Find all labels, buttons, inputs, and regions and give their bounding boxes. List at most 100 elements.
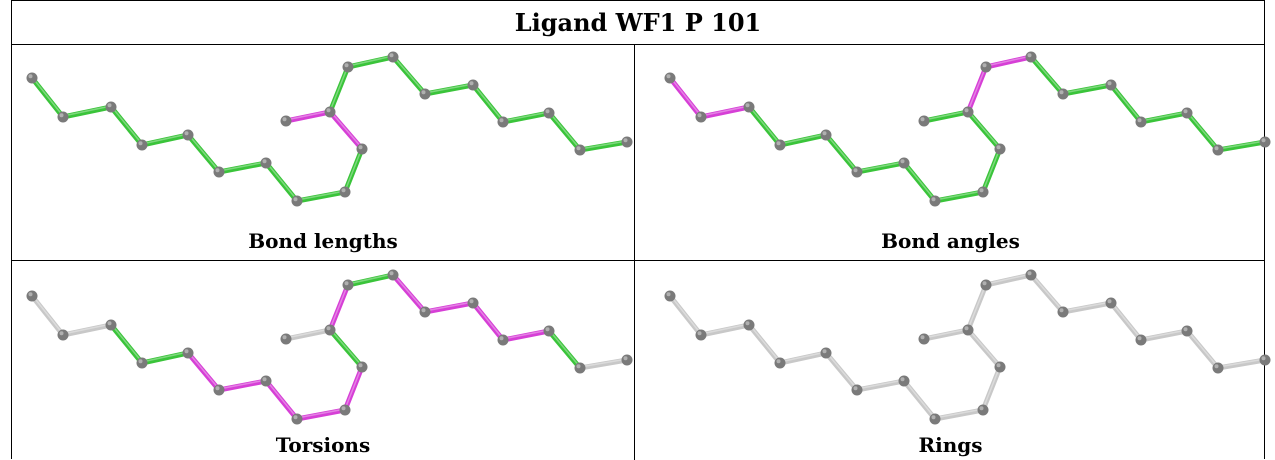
atom-shine — [545, 109, 550, 114]
divider-horizontal — [12, 260, 1264, 261]
atom — [1259, 354, 1271, 366]
atom-shine — [931, 197, 936, 202]
atom — [342, 61, 354, 73]
bond-highlight — [1140, 111, 1188, 122]
caption-torsions: Torsions — [275, 433, 371, 457]
atom-shine — [59, 331, 64, 336]
bond-highlight — [344, 147, 363, 192]
bond — [854, 160, 907, 175]
atom — [929, 195, 941, 207]
atom-shine — [1214, 364, 1219, 369]
bond — [823, 132, 860, 175]
atom-shine — [1261, 138, 1266, 143]
bond-highlight — [502, 329, 550, 340]
atom-shine — [344, 63, 349, 68]
atom-shine — [1183, 327, 1188, 332]
atom — [182, 347, 194, 359]
bond — [698, 322, 752, 338]
atom-shine — [745, 103, 750, 108]
bond-highlight — [1186, 329, 1219, 368]
panel-torsions: Torsions — [12, 261, 634, 460]
atom-shine — [545, 327, 550, 332]
bond-highlight — [141, 133, 189, 145]
bond-highlight — [296, 190, 346, 201]
atom — [467, 297, 479, 309]
bond-highlight — [329, 328, 363, 367]
atom — [182, 129, 194, 141]
bond-highlight — [472, 83, 504, 122]
atom-shine — [1059, 90, 1064, 95]
atom-shine — [469, 81, 474, 86]
bond — [1060, 300, 1114, 315]
caption-bond-lengths: Bond lengths — [248, 229, 398, 253]
molecule-torsions — [26, 269, 633, 425]
atom-shine — [1107, 299, 1112, 304]
bond-highlight — [424, 83, 474, 94]
bond-highlight — [110, 323, 143, 363]
atom — [1025, 269, 1037, 281]
atom — [664, 72, 676, 84]
atom-shine — [964, 108, 969, 113]
atom — [918, 115, 930, 127]
bond-highlight — [141, 351, 189, 363]
atom — [26, 72, 38, 84]
bond-highlight — [329, 110, 363, 149]
bond — [983, 54, 1034, 70]
atom — [743, 319, 755, 331]
bond — [980, 364, 1003, 413]
atom-shine — [920, 335, 925, 340]
atom-shine — [262, 159, 267, 164]
panel-bond-lengths: Bond lengths — [12, 45, 634, 260]
bond — [294, 189, 348, 204]
bond-highlight — [1030, 55, 1064, 94]
atom — [1135, 334, 1147, 346]
atom — [994, 361, 1006, 373]
atom-shine — [697, 331, 702, 336]
bond — [390, 54, 428, 97]
atom-shine — [326, 326, 331, 331]
atom-shine — [389, 53, 394, 58]
bond — [342, 146, 365, 195]
caption-bond-angles: Bond angles — [881, 229, 1020, 253]
atom — [743, 101, 755, 113]
bond-highlight — [934, 408, 984, 419]
atom-shine — [853, 386, 858, 391]
atom — [105, 101, 117, 113]
atom-shine — [1214, 146, 1219, 151]
atom — [1105, 297, 1117, 309]
bond — [1184, 110, 1221, 153]
atom — [57, 329, 69, 341]
atom-shine — [979, 406, 984, 411]
bond — [327, 64, 351, 115]
atom-shine — [964, 326, 969, 331]
bond-highlight — [285, 110, 331, 121]
atom — [213, 384, 225, 396]
atom — [136, 139, 148, 151]
bond-highlight — [967, 110, 1001, 149]
bond — [932, 189, 986, 204]
atom — [820, 129, 832, 141]
bond-highlight — [856, 379, 905, 390]
atom-shine — [358, 145, 363, 150]
bond-highlight — [548, 329, 581, 368]
bond — [746, 104, 783, 148]
atom — [962, 324, 974, 336]
bond — [294, 407, 348, 422]
bond — [108, 104, 145, 148]
atom — [994, 143, 1006, 155]
bond-highlight — [502, 111, 550, 122]
atom-shine — [344, 281, 349, 286]
atom-shine — [996, 145, 1001, 150]
atom-shine — [931, 415, 936, 420]
atom-shine — [107, 321, 112, 326]
atom — [291, 413, 303, 425]
bond — [327, 109, 365, 152]
bond — [185, 132, 222, 175]
atom — [543, 107, 555, 119]
atom — [574, 144, 586, 156]
atom — [898, 157, 910, 169]
atom — [977, 186, 989, 198]
bond-highlight — [748, 323, 781, 363]
bond — [1060, 82, 1114, 97]
atom-shine — [822, 131, 827, 136]
